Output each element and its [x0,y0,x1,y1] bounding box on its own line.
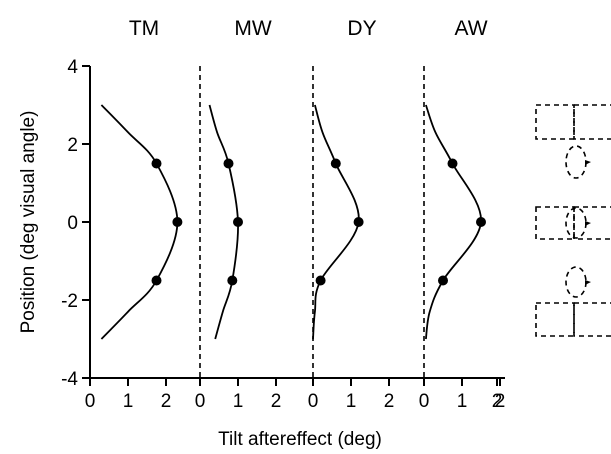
fit-curve [312,104,360,340]
x-tick-label: 1 [233,391,244,412]
x-tick-label-end: 2 [492,391,503,412]
x-tick-label: 0 [85,391,96,412]
x-tick-label: 2 [384,391,395,412]
y-tick-label: -2 [61,291,78,312]
x-tick-label: 1 [457,391,468,412]
y-tick-label: 4 [67,57,78,78]
data-point [172,217,183,227]
x-tick-label: 0 [308,391,319,412]
x-tick-label: 2 [161,391,172,412]
panel-aw: 0 1 2 [419,66,506,412]
y-tick-label: 2 [67,135,78,156]
data-point [476,217,486,227]
data-point [233,217,243,227]
data-point [438,275,448,286]
fit-curve [425,104,482,340]
x-tick-label: 1 [346,391,357,412]
x-tick-label: 2 [271,391,282,412]
y-tick-label: -4 [61,369,78,390]
y-tick-label: 0 [67,213,78,234]
x-axis-label: Tilt aftereffect (deg) [218,429,382,450]
panel-mw: 0 1 2 [195,66,282,412]
y-axis-label: Position (deg visual angle) [18,111,39,334]
panel-tm: 0 1 2 [85,104,183,412]
condition-icon-below [535,266,611,337]
panel-title-dy: DY [347,17,376,40]
panel-title-tm: TM [129,17,159,40]
data-point [315,275,326,286]
x-tick-label: 2 [495,391,506,412]
condition-icon-center [535,206,611,240]
x-tick-label: 0 [419,391,430,412]
fit-curve [100,104,179,340]
panel-title-aw: AW [454,17,487,40]
panel-dy: 0 1 2 [308,66,395,412]
panels: 0 1 2 0 1 2 0 1 2 0 1 22 [85,66,506,412]
panel-title-mw: MW [234,17,271,40]
data-point [353,217,364,227]
data-point [330,158,341,169]
data-point [227,275,238,286]
data-point [447,158,458,169]
x-tick-label: 1 [123,391,134,412]
data-point [151,275,162,286]
data-point [151,158,162,169]
data-point [223,158,234,169]
y-axis-ticks: 4 2 0 -2 -4 [61,57,90,390]
x-tick-label: 0 [195,391,206,412]
condition-icon-above [535,104,611,179]
